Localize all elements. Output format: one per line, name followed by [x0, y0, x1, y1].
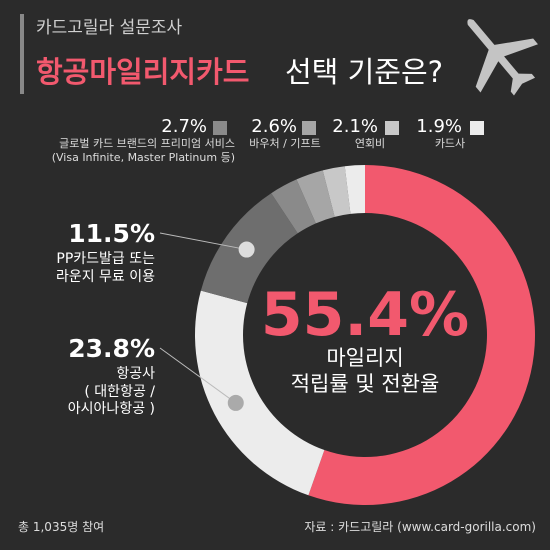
header-bar — [20, 14, 24, 94]
category-label: PP카드발급 또는 라운지 무료 이용 — [55, 251, 155, 285]
leader-line — [159, 347, 237, 404]
donut-segment — [271, 179, 316, 234]
legend-swatch — [385, 121, 399, 135]
header-title: 선택 기준은? — [285, 55, 444, 89]
category-label: 카드사 — [434, 137, 466, 150]
donut-segment — [195, 290, 325, 496]
value-label: 2.1% — [332, 116, 378, 137]
airplane-icon — [467, 19, 538, 96]
value-label: 2.7% — [161, 116, 207, 137]
category-label: 마일리지 적립률 및 전환율 — [290, 346, 440, 397]
donut-segment — [308, 165, 536, 505]
category-label: 연회비 — [354, 137, 386, 150]
category-label: 항공사 ( 대한항공 / 아시아나항공 ) — [67, 366, 155, 417]
legend-swatch — [213, 121, 227, 135]
legend-swatch — [302, 121, 316, 135]
segment-dot — [227, 394, 244, 411]
category-label: 글로벌 카드 브랜드의 프리미엄 서비스 (Visa Infinite, Mas… — [51, 137, 235, 164]
segment-dot — [238, 241, 255, 258]
value-label: 2.6% — [251, 116, 297, 137]
legend-swatch — [470, 121, 484, 135]
category-label: 바우처 / 기프트 — [249, 137, 321, 150]
value-label: 55.4% — [260, 280, 470, 350]
donut-segment — [322, 166, 351, 217]
donut-segment — [344, 165, 365, 214]
leader-line — [159, 232, 247, 251]
footer-participants: 총 1,035명 참여 — [18, 520, 105, 534]
value-label: 1.9% — [416, 116, 462, 137]
header-subtitle: 카드고릴라 설문조사 — [36, 18, 183, 38]
footer-source: 자료 : 카드고릴라 (www.card-gorilla.com) — [304, 520, 536, 534]
header-title-highlight: 항공마일리지카드 — [36, 55, 250, 89]
value-label: 11.5% — [68, 219, 155, 248]
donut-segment — [296, 170, 335, 224]
value-label: 23.8% — [68, 334, 155, 363]
